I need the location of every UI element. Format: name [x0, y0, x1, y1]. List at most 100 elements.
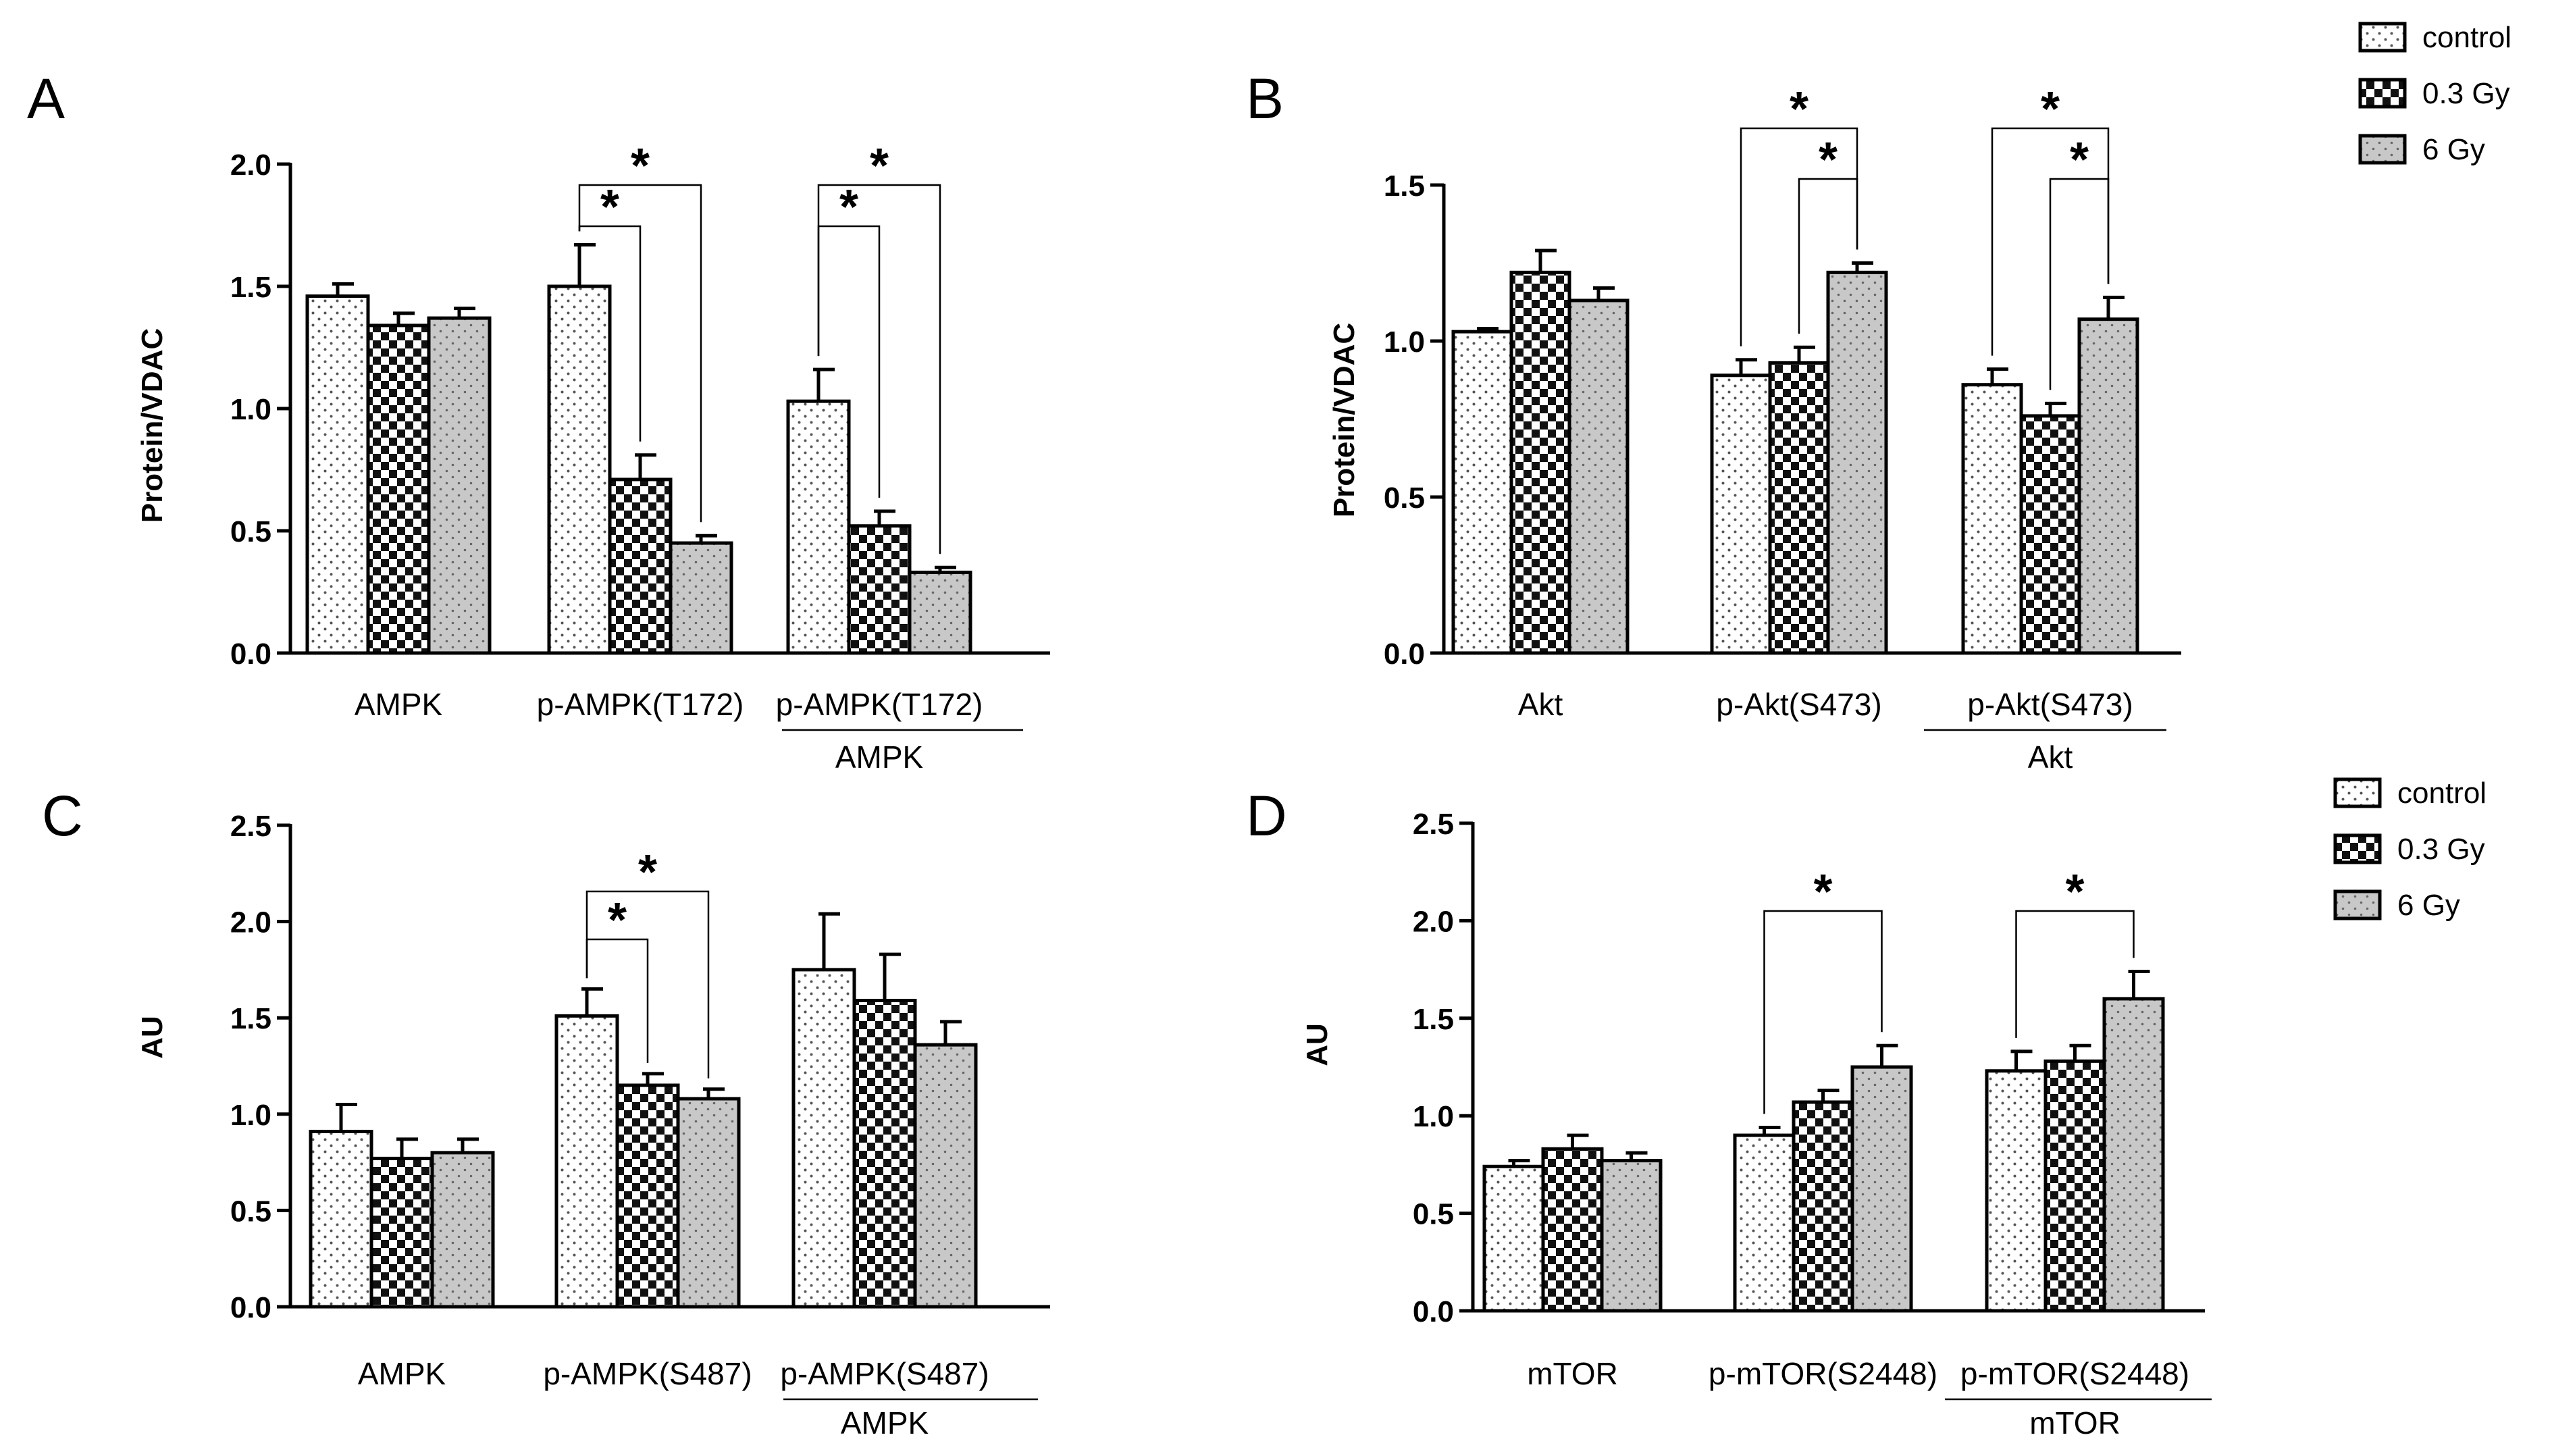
y-tick-label: 2.0 — [230, 149, 271, 182]
significance-star: * — [1790, 82, 1808, 136]
legend-swatch — [2333, 833, 2382, 864]
category-label: p-mTOR(S2448) — [1709, 1356, 1937, 1391]
legend-label: 6 Gy — [2397, 889, 2460, 922]
y-tick-label: 0.5 — [230, 1195, 271, 1228]
panel-letter: D — [1246, 784, 1287, 848]
bar — [2077, 317, 2139, 655]
significance-star: * — [1819, 133, 1838, 187]
significance-bracket — [585, 890, 710, 1078]
bar — [427, 316, 492, 655]
y-tick-label: 0.5 — [1384, 482, 1425, 515]
category-denominator: AMPK — [841, 1405, 929, 1440]
y-tick-label: 2.0 — [1413, 905, 1454, 938]
bar — [2043, 1059, 2106, 1313]
significance-star: * — [870, 139, 889, 193]
bar — [547, 284, 612, 655]
significance-star: * — [2041, 82, 2060, 136]
bar — [1850, 1065, 1913, 1313]
significance-star: * — [608, 893, 627, 947]
bar — [791, 968, 856, 1309]
y-tick-label: 1.5 — [1384, 170, 1425, 203]
significance-bracket — [1991, 127, 2110, 356]
significance-star: * — [1813, 865, 1832, 919]
bar — [615, 1083, 680, 1309]
panels-layer: A Protein/VDAC 0.0 0.5 1.0 1.5 2.0 AMPK p-AMPK(T… — [27, 67, 2212, 1440]
y-tick-label: 2.0 — [230, 906, 271, 939]
legend-swatch — [2358, 78, 2407, 109]
category-label: p-AMPK(T172) — [776, 687, 983, 722]
bar — [1985, 1069, 2048, 1313]
bar — [908, 571, 972, 655]
legend-2: control 0.3 Gy 6 Gy — [2333, 777, 2486, 922]
bar — [1451, 330, 1513, 655]
y-axis-label: Protein/VDAC — [1328, 323, 1361, 517]
legend-label: control — [2397, 777, 2486, 810]
legend-label: 0.3 Gy — [2397, 833, 2485, 866]
bar — [554, 1014, 619, 1309]
y-tick-label: 0.0 — [230, 638, 271, 671]
bar — [366, 323, 431, 655]
significance-star: * — [2065, 865, 2084, 919]
category-label: p-AMPK(S487) — [780, 1356, 989, 1391]
category-label: Akt — [1518, 687, 1563, 722]
bar — [1961, 383, 2023, 655]
category-denominator: AMPK — [835, 739, 924, 775]
y-tick-label: 1.0 — [1413, 1100, 1454, 1133]
significance-star: * — [631, 139, 650, 193]
significance-bracket — [2015, 910, 2135, 1038]
bar — [305, 294, 370, 655]
bar — [369, 1156, 434, 1309]
bar — [430, 1151, 495, 1309]
y-tick-label: 2.5 — [230, 810, 271, 843]
category-denominator: mTOR — [2029, 1405, 2120, 1440]
category-label: p-AMPK(T172) — [537, 687, 744, 722]
significance-star: * — [839, 180, 858, 234]
legend-swatch — [2358, 134, 2407, 165]
bar — [1826, 270, 1888, 655]
y-tick-label: 0.0 — [1384, 638, 1425, 671]
legend-swatch — [2358, 22, 2407, 53]
legends-layer: control 0.3 Gy 6 Gy control 0.3 Gy 6 Gy — [2333, 21, 2511, 922]
legend-label: control — [2422, 21, 2511, 54]
bar — [852, 999, 917, 1309]
bar — [309, 1129, 373, 1309]
panel-a: A Protein/VDAC 0.0 0.5 1.0 1.5 2.0 AMPK p-AMPK(T… — [27, 67, 1050, 775]
y-tick-label: 0.5 — [230, 515, 271, 548]
y-axis-label: Protein/VDAC — [136, 328, 169, 523]
y-tick-label: 1.0 — [230, 393, 271, 426]
y-tick-label: 0.0 — [1413, 1295, 1454, 1328]
category-label: p-Akt(S473) — [1967, 687, 2133, 722]
bar — [1733, 1133, 1796, 1313]
y-tick-label: 1.5 — [230, 1002, 271, 1035]
panel-letter: A — [27, 67, 65, 130]
significance-bracket — [1763, 910, 1883, 1114]
legend-label: 0.3 Gy — [2422, 77, 2510, 110]
category-label: p-AMPK(S487) — [543, 1356, 752, 1391]
legend-1: control 0.3 Gy 6 Gy — [2358, 21, 2511, 166]
legend-swatch — [2333, 777, 2382, 808]
bar — [1509, 270, 1571, 655]
significance-bracket — [1740, 127, 1858, 346]
category-label: p-mTOR(S2448) — [1960, 1356, 2189, 1391]
panel-letter: C — [42, 784, 83, 848]
legend-label: 6 Gy — [2422, 133, 2485, 166]
bar — [786, 399, 851, 655]
category-label: mTOR — [1527, 1356, 1618, 1391]
category-label: p-Akt(S473) — [1716, 687, 1881, 722]
significance-star: * — [638, 846, 657, 900]
y-tick-label: 1.5 — [230, 271, 271, 304]
panel-b: B Protein/VDAC 0.0 0.5 1.0 1.5 Akt p-Akt(S473) p… — [1246, 67, 2181, 775]
y-tick-label: 1.0 — [1384, 326, 1425, 359]
y-axis-label: AU — [136, 1016, 169, 1059]
bar — [2019, 414, 2081, 655]
y-tick-label: 2.5 — [1413, 808, 1454, 841]
y-tick-label: 1.5 — [1413, 1003, 1454, 1036]
bar — [913, 1043, 978, 1309]
significance-bracket — [817, 184, 941, 554]
category-label: AMPK — [358, 1356, 446, 1391]
bar — [608, 477, 673, 655]
bar — [1710, 373, 1772, 655]
category-denominator: Akt — [2028, 739, 2073, 775]
bar — [1768, 361, 1830, 655]
